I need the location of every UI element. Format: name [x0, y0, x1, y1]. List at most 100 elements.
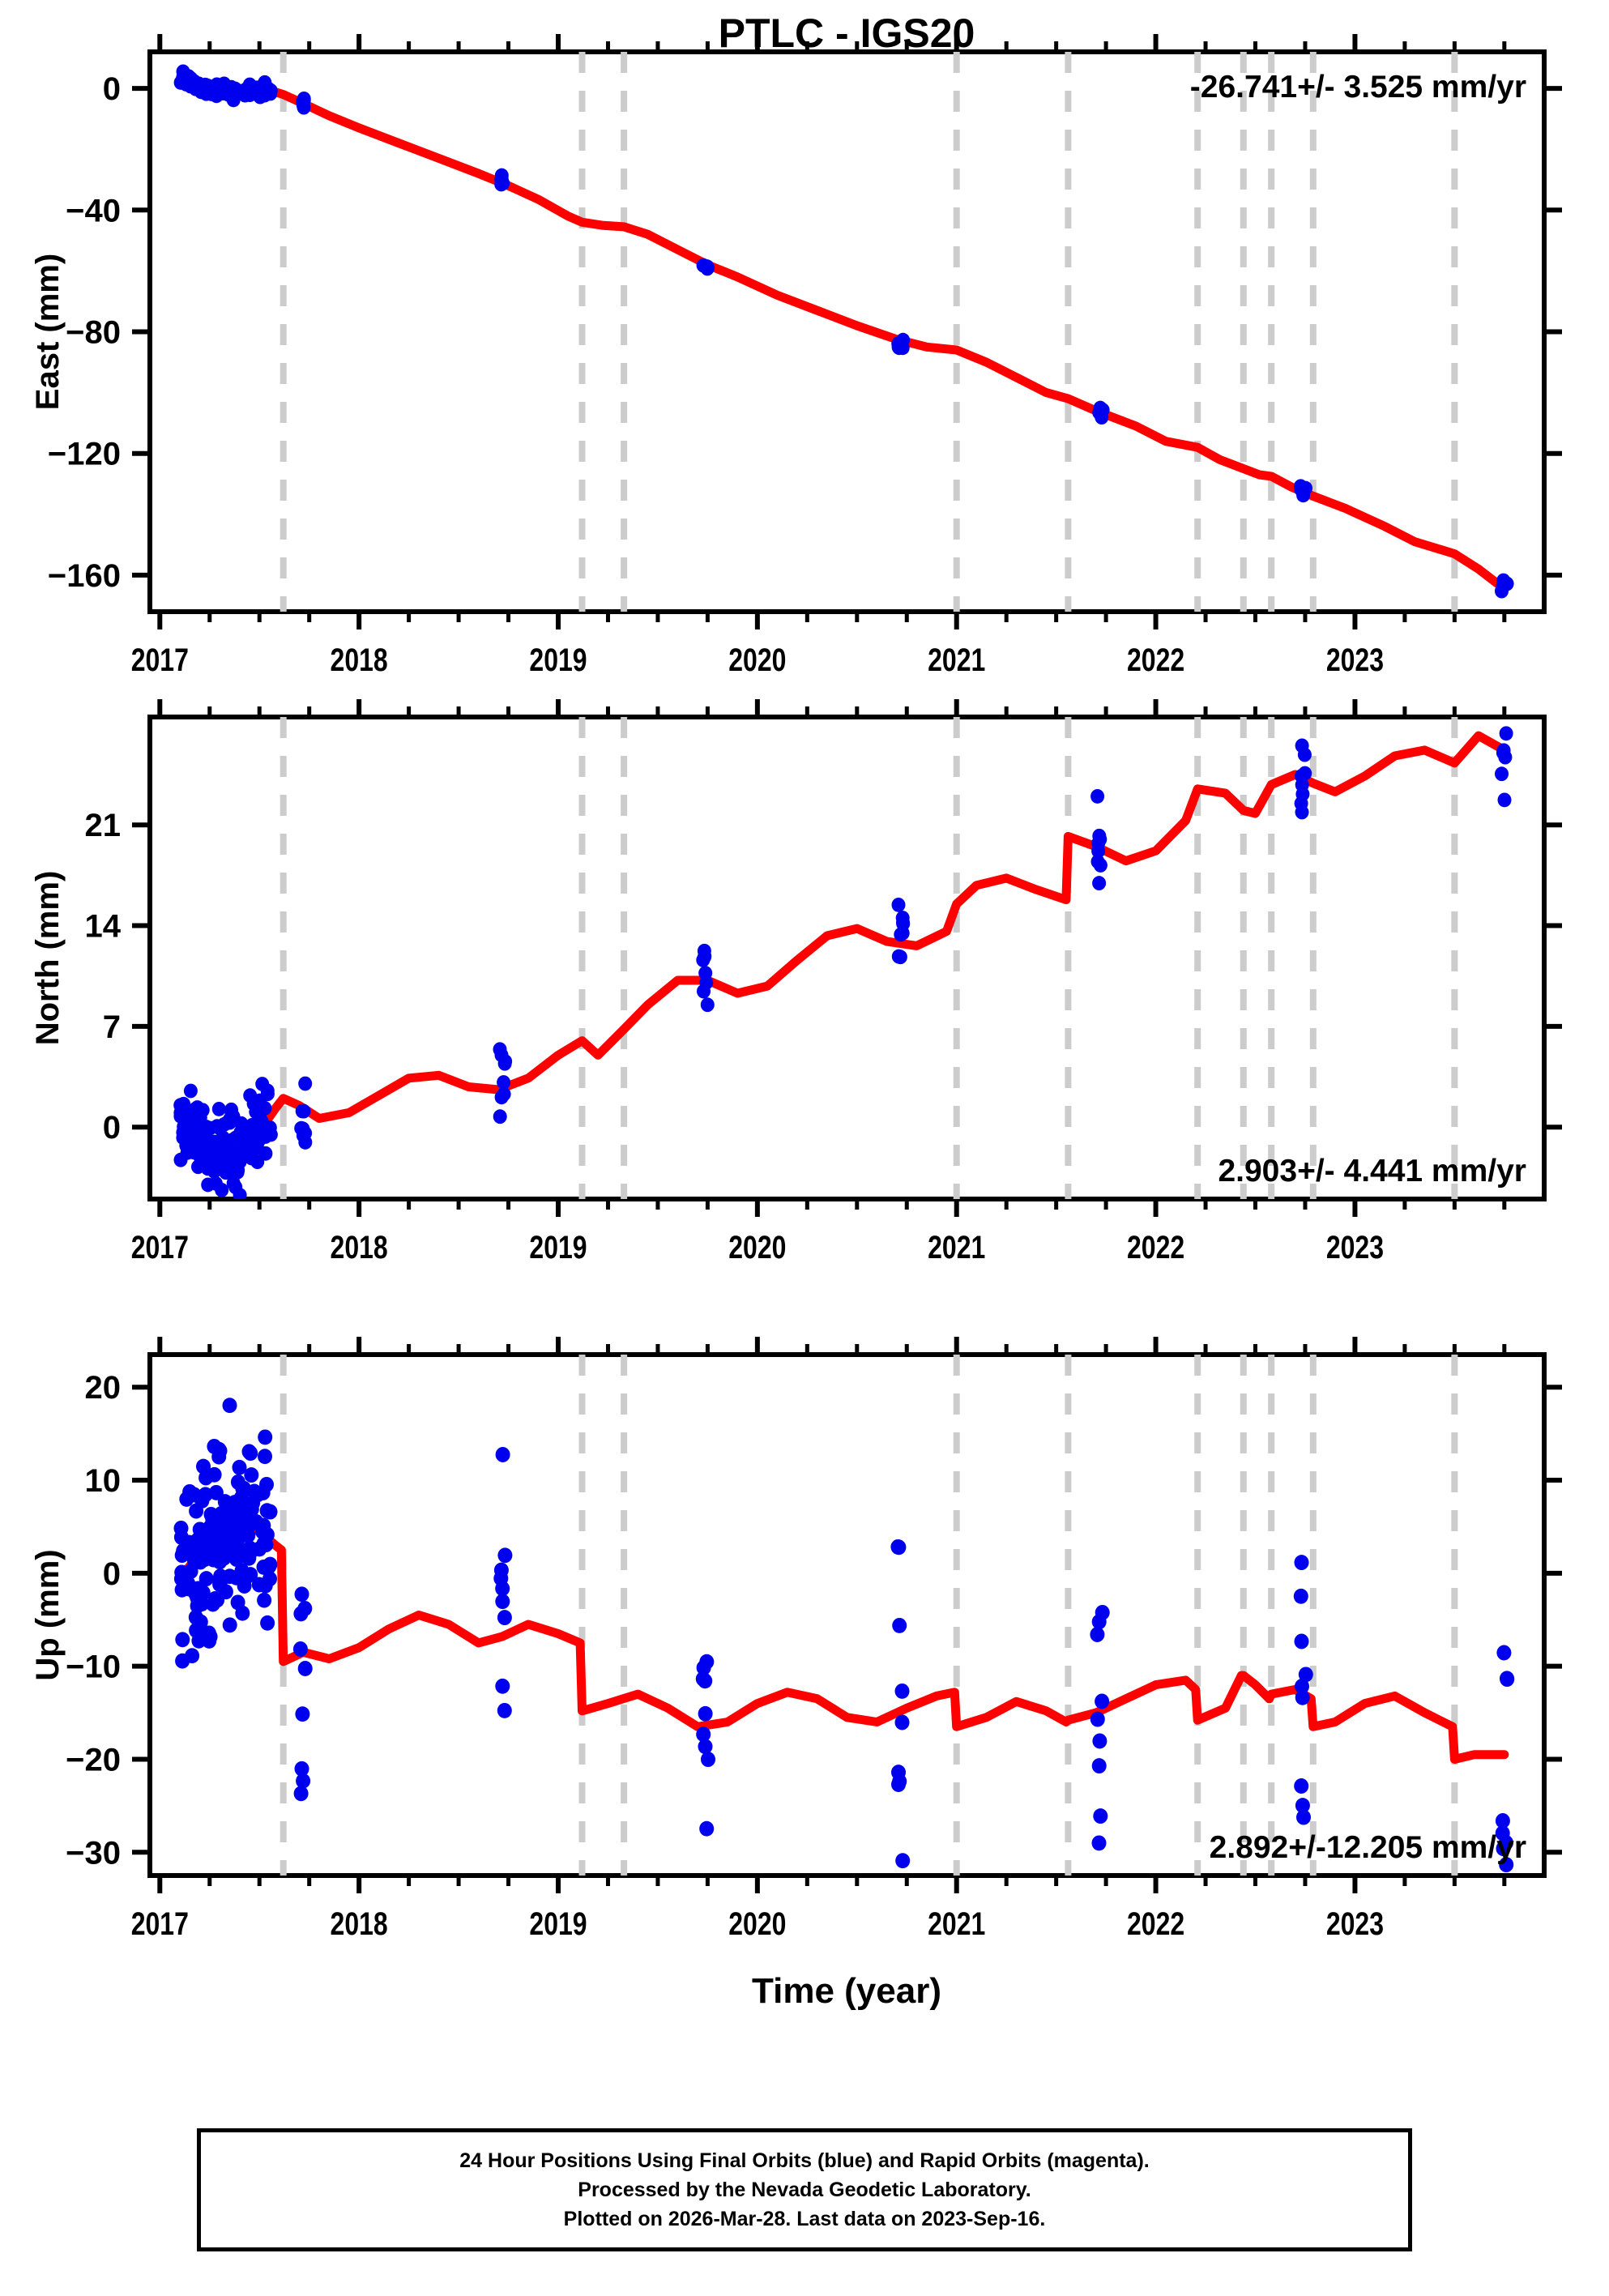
x-tick-label-2020: 2020	[728, 642, 786, 678]
data-point	[183, 1083, 198, 1099]
data-point	[244, 1467, 259, 1483]
data-point	[497, 1075, 511, 1090]
data-point	[1294, 1633, 1309, 1649]
data-point	[183, 1126, 198, 1142]
data-point	[259, 1476, 274, 1492]
data-point	[891, 897, 906, 912]
data-point	[212, 1528, 228, 1544]
data-point	[1499, 726, 1513, 741]
data-point	[700, 997, 715, 1013]
y-tick-label-north-0: 0	[103, 1110, 121, 1146]
x-tick-label-2023: 2023	[1326, 642, 1384, 678]
y-tick-label-up--10: −10	[66, 1649, 121, 1685]
rate-label-north: 2.903+/- 4.441 mm/yr	[1218, 1154, 1526, 1189]
data-point	[495, 1594, 510, 1610]
data-point	[194, 1492, 210, 1509]
data-point	[253, 1111, 267, 1126]
data-point	[892, 1617, 907, 1633]
data-points-east	[173, 64, 1514, 599]
data-point	[188, 1609, 203, 1625]
data-point	[194, 1120, 209, 1134]
model-fit-line-up	[181, 1520, 1509, 1764]
data-point	[201, 1177, 216, 1193]
data-point	[296, 1773, 311, 1789]
x-tick-label-2019: 2019	[529, 1906, 587, 1942]
data-point	[1095, 1604, 1110, 1620]
data-point	[222, 1568, 237, 1585]
data-point	[186, 1145, 201, 1160]
panel-up: 2017 2018 2019 2020 2021 2022 2023 20 10 0 −10 −20 −…	[30, 1337, 1562, 1942]
data-point	[174, 1547, 190, 1564]
y-tick-label-east--160: −160	[48, 558, 121, 594]
y-tick-label-east--120: −120	[48, 437, 121, 472]
data-point	[232, 1459, 247, 1475]
data-point	[297, 1661, 313, 1676]
data-point	[262, 1504, 278, 1520]
data-point	[1297, 747, 1312, 762]
data-point	[295, 1103, 309, 1119]
data-point	[495, 1581, 510, 1597]
data-point	[698, 1739, 713, 1755]
data-point	[298, 1076, 313, 1091]
panel-north: 2017 2018 2019 2020 2021 2022 2023 21 14 7 0 North …	[30, 699, 1562, 1265]
data-point	[175, 1632, 190, 1648]
data-point	[1499, 1835, 1513, 1850]
data-point	[1293, 1588, 1308, 1604]
data-point	[208, 1484, 224, 1500]
data-point	[196, 1458, 211, 1474]
data-point	[260, 1615, 275, 1631]
data-point	[246, 1483, 262, 1500]
data-point	[895, 340, 910, 356]
y-tick-label-north-14: 14	[85, 909, 122, 945]
x-tick-label-2021: 2021	[928, 642, 985, 678]
data-points-north	[173, 726, 1513, 1199]
data-point	[182, 1483, 198, 1500]
data-points-up	[173, 1398, 1515, 1873]
data-point	[294, 1586, 309, 1603]
data-point	[891, 1765, 906, 1781]
x-tick-label-2018: 2018	[331, 1229, 388, 1265]
data-point	[203, 79, 217, 95]
data-point	[696, 1726, 711, 1743]
data-point	[295, 1706, 310, 1722]
caption-line-1: 24 Hour Positions Using Final Orbits (bl…	[459, 2149, 1150, 2172]
step-markers-up	[280, 1355, 1458, 1876]
data-point	[1295, 768, 1308, 783]
data-point	[1295, 1798, 1310, 1814]
data-point	[211, 1101, 226, 1116]
data-point	[292, 1641, 308, 1657]
data-point	[173, 1529, 189, 1545]
y-tick-label-up-10: 10	[85, 1463, 122, 1499]
data-point	[893, 950, 907, 965]
x-tick-label-2021: 2021	[928, 1229, 985, 1265]
data-point	[695, 1671, 711, 1687]
data-point	[198, 1571, 214, 1587]
data-point	[293, 1606, 309, 1622]
data-point	[297, 92, 311, 108]
panel-east: 2017 2018 2019 2020 2021 2022 2023 0 −40 −80 −120 −…	[30, 34, 1562, 678]
rate-label-east: -26.741+/- 3.525 mm/yr	[1190, 70, 1526, 105]
model-fit-line-north	[181, 731, 1509, 1154]
caption-box: 24 Hour Positions Using Final Orbits (bl…	[197, 2128, 1412, 2251]
data-point	[493, 1562, 509, 1578]
data-point	[895, 1853, 911, 1869]
data-point	[262, 1556, 278, 1573]
data-point	[237, 1578, 252, 1594]
x-tick-label-2019: 2019	[529, 1229, 587, 1265]
data-point	[293, 1786, 309, 1802]
data-point	[1496, 577, 1510, 592]
x-axis-label: Time (year)	[752, 1971, 941, 2011]
data-point	[497, 1547, 513, 1564]
data-point	[1092, 876, 1107, 891]
x-ticks-east	[157, 34, 1507, 629]
data-point	[699, 1820, 715, 1837]
data-point	[497, 1610, 512, 1626]
data-point	[252, 84, 267, 100]
data-point	[190, 1531, 206, 1547]
data-point	[294, 1120, 309, 1136]
data-point	[1294, 1555, 1309, 1571]
data-point	[228, 1130, 243, 1146]
data-point	[1090, 788, 1105, 804]
data-point	[894, 1683, 910, 1699]
